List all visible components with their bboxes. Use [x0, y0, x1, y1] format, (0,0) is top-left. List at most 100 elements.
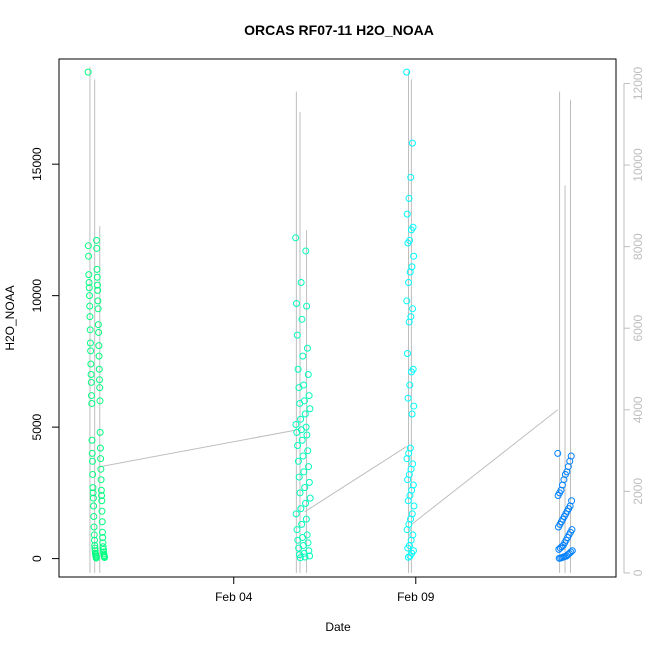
data-point [408, 410, 416, 418]
data-point [403, 210, 411, 218]
data-point [89, 470, 97, 478]
data-point [88, 436, 96, 444]
data-point [90, 536, 98, 544]
data-point [406, 381, 414, 389]
data-point [306, 494, 314, 502]
data-point [94, 321, 102, 329]
data-point [305, 463, 313, 471]
data-point [403, 297, 411, 305]
data-point [305, 392, 313, 400]
data-point [405, 318, 413, 326]
data-point [98, 518, 106, 526]
y-tick-label: 0 [30, 555, 44, 562]
data-point [91, 541, 99, 549]
data-point [86, 313, 94, 321]
y2-tick-label: 10000 [631, 148, 645, 182]
data-point [97, 465, 105, 473]
data-point [306, 552, 314, 560]
y-axis: 0 5000 10000 15000 [30, 147, 60, 562]
data-point [297, 505, 305, 513]
data-point [84, 68, 92, 76]
data-point [99, 534, 107, 542]
data-point [301, 484, 309, 492]
data-point [296, 489, 304, 497]
data-point [298, 436, 306, 444]
data-point [408, 139, 416, 147]
data-point [404, 544, 412, 552]
data-point [555, 554, 563, 562]
data-point [98, 491, 106, 499]
trace-connector [411, 409, 559, 525]
data-point [403, 526, 411, 534]
data-point [302, 499, 310, 507]
data-point [303, 302, 311, 310]
data-point [410, 502, 418, 510]
data-point [404, 239, 412, 247]
data-point [295, 384, 303, 392]
data-point [555, 545, 563, 553]
data-point [303, 431, 311, 439]
data-point [295, 473, 303, 481]
data-point [99, 539, 107, 547]
data-point [85, 252, 93, 260]
data-point [96, 397, 104, 405]
data-point [306, 405, 314, 413]
chart-title: ORCAS RF07-11 H2O_NOAA [244, 22, 434, 38]
data-point [94, 297, 102, 305]
data-point [404, 553, 412, 561]
data-point [299, 452, 307, 460]
data-point [304, 371, 312, 379]
data-point [303, 344, 311, 352]
data-point [90, 513, 98, 521]
data-point [92, 554, 100, 562]
data-point [99, 543, 107, 551]
data-point [292, 510, 300, 518]
data-point [95, 342, 103, 350]
x-axis-label: Date [325, 620, 351, 634]
data-point [554, 449, 562, 457]
data-point [556, 544, 564, 552]
data-point [294, 536, 302, 544]
data-point [94, 305, 102, 313]
y2-axis: 0 2000 4000 6000 8000 10000 12000 [623, 66, 645, 576]
data-point [292, 420, 300, 428]
data-point [85, 284, 93, 292]
data-point [97, 455, 105, 463]
x-tick-label: Feb 09 [397, 590, 435, 604]
data-point [97, 486, 105, 494]
y2-tick-label: 6000 [631, 315, 645, 342]
plot-area [84, 67, 576, 573]
data-point [88, 457, 96, 465]
data-point [407, 226, 415, 234]
data-point [89, 489, 97, 497]
data-point [293, 526, 301, 534]
data-point [101, 554, 109, 562]
data-point [86, 326, 94, 334]
data-point [292, 234, 300, 242]
data-point [299, 352, 307, 360]
data-point [302, 515, 310, 523]
data-point [96, 376, 104, 384]
data-point [95, 365, 103, 373]
x-axis: Feb 04 Feb 09 [215, 576, 435, 604]
y2-tick-label: 0 [631, 569, 645, 576]
data-point [93, 281, 101, 289]
plot-frame [58, 58, 617, 578]
data-point [88, 399, 96, 407]
data-point [85, 292, 93, 300]
data-point [301, 410, 309, 418]
data-point [296, 399, 304, 407]
data-point [90, 531, 98, 539]
data-point [300, 549, 308, 557]
data-point [403, 68, 411, 76]
data-point [84, 242, 92, 250]
data-point [407, 368, 415, 376]
data-point [91, 544, 99, 552]
data-point [406, 552, 414, 560]
data-point [89, 484, 97, 492]
y2-tick-label: 2000 [631, 478, 645, 505]
data-point [86, 339, 94, 347]
data-point [406, 268, 414, 276]
data-point [298, 315, 306, 323]
